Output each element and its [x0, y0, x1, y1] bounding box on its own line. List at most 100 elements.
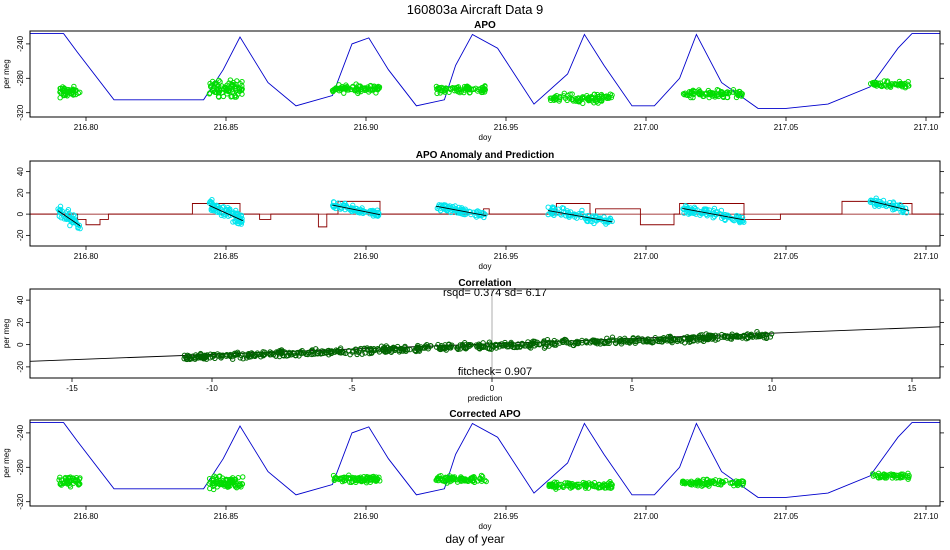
data-point: [333, 475, 340, 481]
x-tick-label: 216.95: [494, 252, 519, 261]
data-point: [556, 96, 563, 102]
data-point: [613, 338, 620, 344]
y-tick-label: -20: [16, 229, 25, 241]
data-point: [231, 90, 237, 96]
data-point: [549, 341, 555, 347]
panel-1: APO 216.80 216.85 216.90 216.95 217.00 217.05 2…: [2, 20, 944, 142]
data-point: [463, 346, 469, 352]
x-tick-label: 217.05: [774, 512, 799, 521]
data-point: [200, 354, 206, 360]
data-point: [706, 207, 713, 213]
y-tick-label: 0: [16, 211, 25, 216]
y-tick-label: -320: [16, 493, 25, 510]
data-point: [468, 86, 475, 93]
data-point: [232, 482, 239, 489]
data-point: [343, 85, 350, 92]
data-point: [466, 208, 472, 214]
data-point: [903, 474, 909, 480]
data-point: [892, 80, 898, 87]
data-point: [582, 485, 589, 491]
data-point: [229, 81, 236, 88]
data-point: [374, 84, 380, 90]
data-point: [743, 332, 750, 338]
trend-segment: [209, 205, 243, 222]
data-point: [517, 344, 523, 350]
trend-segment: [547, 210, 613, 223]
data-point: [463, 84, 470, 90]
x-tick-label: 216.95: [494, 123, 519, 132]
data-point: [630, 335, 636, 341]
data-point: [883, 472, 889, 478]
panel-frame: [29, 419, 941, 507]
data-point: [233, 81, 239, 88]
y-tick-label: 20: [16, 188, 25, 197]
data-point: [248, 353, 255, 360]
data-point: [314, 351, 321, 357]
data-point: [237, 355, 243, 361]
data-point: [654, 337, 660, 343]
data-point: [210, 475, 216, 482]
data-point: [207, 80, 213, 87]
data-point: [276, 353, 283, 360]
data-point: [434, 86, 440, 92]
data-point: [568, 339, 574, 346]
data-point: [57, 95, 63, 101]
x-tick-label: 217.00: [634, 512, 659, 521]
data-point: [362, 87, 368, 94]
data-point: [882, 82, 888, 88]
x-tick-label: 217.00: [634, 252, 659, 261]
data-point: [287, 350, 293, 357]
data-point: [475, 343, 481, 349]
data-point: [376, 210, 382, 216]
data-point: [710, 215, 716, 221]
data-point: [297, 349, 303, 355]
data-point: [360, 477, 367, 483]
data-point: [493, 345, 499, 351]
data-point: [611, 337, 617, 343]
y-tick-label: 40: [16, 167, 25, 176]
data-point: [57, 474, 63, 480]
trend-segment: [869, 200, 910, 211]
x-tick-label: 216.90: [354, 512, 379, 521]
data-point: [353, 479, 359, 486]
data-point: [375, 86, 381, 93]
data-point: [57, 203, 64, 210]
data-point: [209, 196, 215, 203]
data-point: [323, 350, 330, 356]
data-point: [60, 480, 67, 487]
data-point: [735, 91, 741, 98]
panel-frame: [29, 160, 941, 247]
data-point: [233, 94, 239, 100]
x-axis-label: doy: [479, 522, 492, 531]
data-point: [729, 334, 736, 340]
data-point: [433, 83, 440, 90]
data-point: [679, 478, 686, 485]
data-point: [305, 351, 311, 358]
data-point: [591, 91, 598, 98]
data-point: [598, 338, 604, 344]
data-point: [714, 87, 721, 93]
data-point: [385, 348, 391, 354]
data-point: [707, 91, 714, 98]
data-point: [688, 89, 694, 96]
data-point: [590, 214, 596, 221]
data-point: [467, 89, 473, 96]
panel-title: Corrected APO: [449, 409, 521, 420]
data-point: [877, 80, 884, 86]
data-point: [227, 77, 234, 83]
data-point: [229, 478, 236, 484]
data-point: [461, 89, 467, 96]
data-point: [667, 334, 674, 340]
data-point: [235, 210, 241, 217]
data-point: [680, 91, 687, 97]
data-point: [575, 340, 581, 347]
data-point: [882, 83, 889, 89]
data-point: [729, 331, 735, 337]
data-point: [328, 350, 335, 356]
data-point: [705, 332, 711, 339]
panel-frame: [29, 288, 941, 379]
data-point: [67, 222, 73, 229]
plot-area: [30, 33, 940, 109]
panel-2: APO Anomaly and Prediction 216.80 216.85 21…: [16, 150, 944, 271]
data-point: [572, 482, 578, 488]
